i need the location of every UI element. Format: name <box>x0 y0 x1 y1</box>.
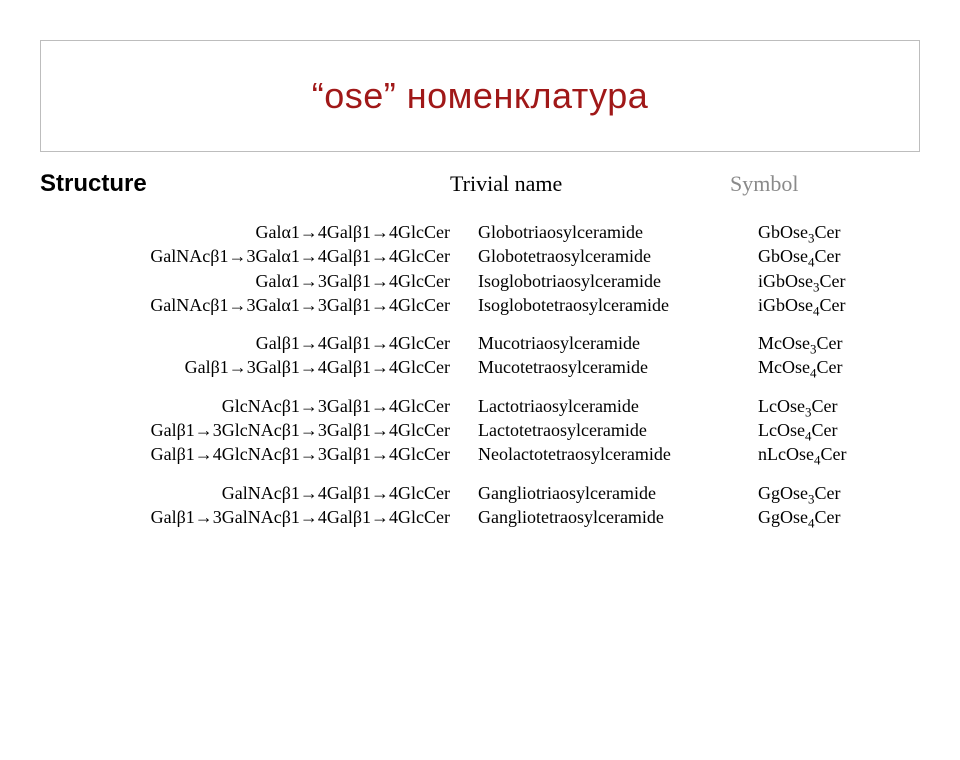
symbol-cell: iGbOse3Cer <box>758 269 918 293</box>
row-group: Galβ1→4Galβ1→4GlcCerMucotriaosylceramide… <box>40 331 920 380</box>
symbol-cell: GbOse4Cer <box>758 244 918 268</box>
trivial-name-cell: Lactotetraosylceramide <box>478 418 758 442</box>
symbol-cell: LcOse4Cer <box>758 418 918 442</box>
symbol-cell: GgOse3Cer <box>758 481 918 505</box>
content-area: Structure Trivial name Symbol Galα1→4Gal… <box>40 170 920 529</box>
symbol-cell: nLcOse4Cer <box>758 442 918 466</box>
table-row: Galα1→4Galβ1→4GlcCerGlobotriaosylceramid… <box>40 220 920 244</box>
header-trivial: Trivial name <box>450 171 730 197</box>
table-row: Galα1→3Galβ1→4GlcCerIsoglobotriaosylcera… <box>40 269 920 293</box>
trivial-name-cell: Isoglobotetraosylceramide <box>478 293 758 317</box>
trivial-name-cell: Mucotriaosylceramide <box>478 331 758 355</box>
header-structure: Structure <box>40 170 450 198</box>
trivial-name-cell: Mucotetraosylceramide <box>478 355 758 379</box>
structure-cell: GlcNAcβ1→3Galβ1→4GlcCer <box>40 394 478 418</box>
symbol-cell: iGbOse4Cer <box>758 293 918 317</box>
trivial-name-cell: Lactotriaosylceramide <box>478 394 758 418</box>
title-box: “ose” номенклатура <box>40 40 920 152</box>
row-group: GlcNAcβ1→3Galβ1→4GlcCerLactotriaosylcera… <box>40 394 920 467</box>
structure-cell: GalNAcβ1→3Galα1→3Galβ1→4GlcCer <box>40 293 478 317</box>
trivial-name-cell: Gangliotriaosylceramide <box>478 481 758 505</box>
structure-cell: Galβ1→3GlcNAcβ1→3Galβ1→4GlcCer <box>40 418 478 442</box>
page-title: “ose” номенклатура <box>312 75 649 117</box>
table-row: GalNAcβ1→3Galα1→4Galβ1→4GlcCerGlobotetra… <box>40 244 920 268</box>
table-body: Galα1→4Galβ1→4GlcCerGlobotriaosylceramid… <box>40 220 920 529</box>
header-symbol: Symbol <box>730 171 890 197</box>
structure-cell: Galβ1→4GlcNAcβ1→3Galβ1→4GlcCer <box>40 442 478 466</box>
structure-cell: GalNAcβ1→3Galα1→4Galβ1→4GlcCer <box>40 244 478 268</box>
row-group: GalNAcβ1→4Galβ1→4GlcCerGangliotriaosylce… <box>40 481 920 530</box>
trivial-name-cell: Neolactotetraosylceramide <box>478 442 758 466</box>
trivial-name-cell: Gangliotetraosylceramide <box>478 505 758 529</box>
symbol-cell: McOse4Cer <box>758 355 918 379</box>
structure-cell: Galα1→4Galβ1→4GlcCer <box>40 220 478 244</box>
symbol-cell: GgOse4Cer <box>758 505 918 529</box>
table-row: Galβ1→3GlcNAcβ1→3Galβ1→4GlcCerLactotetra… <box>40 418 920 442</box>
table-row: Galβ1→4Galβ1→4GlcCerMucotriaosylceramide… <box>40 331 920 355</box>
structure-cell: GalNAcβ1→4Galβ1→4GlcCer <box>40 481 478 505</box>
trivial-name-cell: Globotetraosylceramide <box>478 244 758 268</box>
structure-cell: Galβ1→4Galβ1→4GlcCer <box>40 331 478 355</box>
table-row: Galβ1→3GalNAcβ1→4Galβ1→4GlcCerGangliotet… <box>40 505 920 529</box>
header-row: Structure Trivial name Symbol <box>40 170 920 198</box>
table-row: GalNAcβ1→4Galβ1→4GlcCerGangliotriaosylce… <box>40 481 920 505</box>
symbol-cell: GbOse3Cer <box>758 220 918 244</box>
table-row: GlcNAcβ1→3Galβ1→4GlcCerLactotriaosylcera… <box>40 394 920 418</box>
symbol-cell: McOse3Cer <box>758 331 918 355</box>
table-row: GalNAcβ1→3Galα1→3Galβ1→4GlcCerIsoglobote… <box>40 293 920 317</box>
structure-cell: Galα1→3Galβ1→4GlcCer <box>40 269 478 293</box>
row-group: Galα1→4Galβ1→4GlcCerGlobotriaosylceramid… <box>40 220 920 317</box>
trivial-name-cell: Isoglobotriaosylceramide <box>478 269 758 293</box>
structure-cell: Galβ1→3GalNAcβ1→4Galβ1→4GlcCer <box>40 505 478 529</box>
trivial-name-cell: Globotriaosylceramide <box>478 220 758 244</box>
table-row: Galβ1→4GlcNAcβ1→3Galβ1→4GlcCerNeolactote… <box>40 442 920 466</box>
symbol-cell: LcOse3Cer <box>758 394 918 418</box>
table-row: Galβ1→3Galβ1→4Galβ1→4GlcCerMucotetraosyl… <box>40 355 920 379</box>
structure-cell: Galβ1→3Galβ1→4Galβ1→4GlcCer <box>40 355 478 379</box>
